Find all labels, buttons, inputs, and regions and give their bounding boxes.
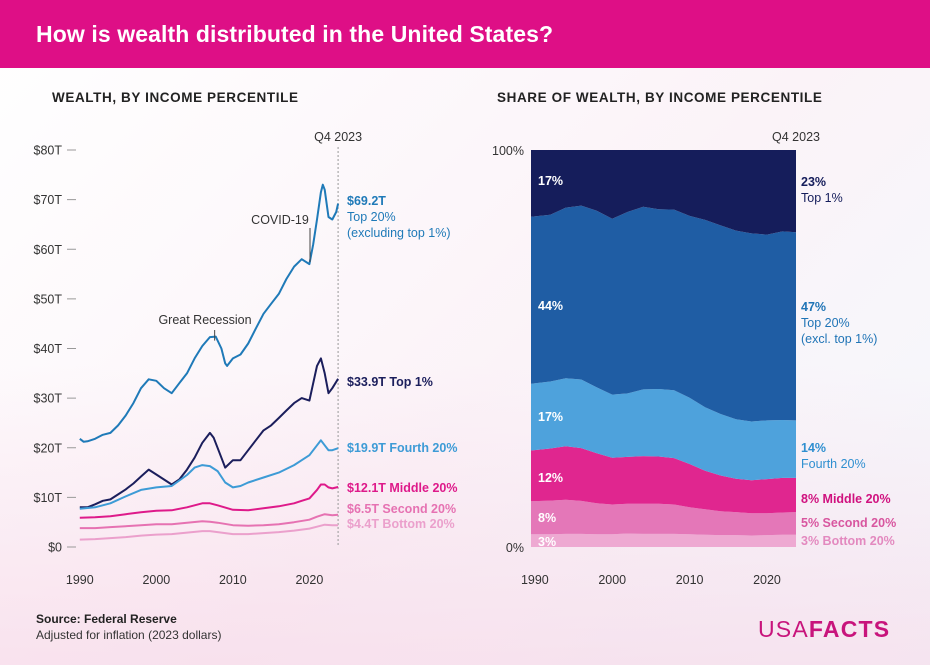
area-end-share-label: (excl. top 1%): [801, 332, 877, 346]
usafacts-logo: USAFACTS: [758, 616, 890, 643]
area-end-share-label: Top 1%: [801, 191, 843, 205]
x-tick-label: 2000: [598, 573, 626, 587]
x-tick-label: 2020: [753, 573, 781, 587]
area-end-share-label: Top 20%: [801, 316, 850, 330]
area-end-share-label: 5% Second 20%: [801, 516, 896, 530]
q4-2023-marker-label: Q4 2023: [772, 130, 820, 144]
area-start-share-label: 17%: [538, 174, 563, 188]
series-line: [79, 183, 340, 443]
area-band: [531, 446, 796, 514]
series-end-label: $12.1T Middle 20%: [347, 481, 457, 495]
page-title: How is wealth distributed in the United …: [36, 21, 554, 47]
area-end-share-label: 8% Middle 20%: [801, 492, 891, 506]
series-line: [79, 357, 339, 509]
area-band: [531, 499, 796, 536]
series-end-label: Top 20%: [347, 210, 396, 224]
area-end-share-label: 23%: [801, 175, 826, 189]
area-band: [531, 378, 796, 481]
area-band: [531, 150, 796, 235]
series-line: [79, 513, 339, 530]
area-end-share-label: Fourth 20%: [801, 457, 866, 471]
series-line: [79, 523, 339, 541]
x-tick-label: 2020: [295, 573, 323, 587]
area-start-share-label: 8%: [538, 511, 556, 525]
y-tick-label: 100%: [492, 144, 524, 158]
adjustment-note: Adjusted for inflation (2023 dollars): [36, 628, 222, 642]
y-tick-label: $0: [48, 541, 62, 555]
annotation-great-recession: Great Recession: [158, 313, 251, 327]
y-tick-label: $50T: [34, 292, 63, 306]
y-tick-label: $30T: [34, 392, 63, 406]
y-tick-label: $40T: [34, 342, 63, 356]
area-start-share-label: 12%: [538, 471, 563, 485]
series-end-label: $6.5T Second 20%: [347, 502, 456, 516]
x-tick-label: 2010: [676, 573, 704, 587]
area-start-share-label: 17%: [538, 410, 563, 424]
q4-2023-marker-label: Q4 2023: [314, 130, 362, 144]
x-tick-label: 2000: [142, 573, 170, 587]
y-tick-label: $10T: [34, 491, 63, 505]
header-banner: How is wealth distributed in the United …: [0, 0, 930, 68]
source-text: Source: Federal Reserve: [36, 612, 177, 626]
area-start-share-label: 3%: [538, 535, 556, 549]
area-start-share-label: 44%: [538, 299, 563, 313]
series-end-label: $69.2T: [347, 194, 386, 208]
left-chart-title: WEALTH, BY INCOME PERCENTILE: [52, 90, 299, 105]
annotation-covid-19: COVID-19: [251, 213, 309, 227]
y-tick-label: $80T: [34, 144, 63, 158]
logo-part-usa: USA: [758, 616, 809, 642]
series-end-label: $33.9T Top 1%: [347, 375, 433, 389]
y-tick-label: $70T: [34, 193, 63, 207]
series-end-label: $19.9T Fourth 20%: [347, 441, 457, 455]
series-line: [79, 483, 339, 519]
y-tick-label: $20T: [34, 441, 63, 455]
area-band: [531, 205, 796, 422]
y-tick-label: 0%: [506, 541, 524, 555]
series-end-label: (excluding top 1%): [347, 226, 451, 240]
y-tick-label: $60T: [34, 243, 63, 257]
x-tick-label: 2010: [219, 573, 247, 587]
area-band: [531, 533, 796, 547]
area-end-share-label: 47%: [801, 300, 826, 314]
area-end-share-label: 3% Bottom 20%: [801, 534, 895, 548]
x-tick-label: 1990: [66, 573, 94, 587]
x-tick-label: 1990: [521, 573, 549, 587]
right-chart-title: SHARE OF WEALTH, BY INCOME PERCENTILE: [497, 90, 823, 105]
series-end-label: $4.4T Bottom 20%: [347, 517, 455, 531]
logo-part-facts: FACTS: [808, 616, 891, 642]
area-end-share-label: 14%: [801, 441, 826, 455]
series-line: [79, 439, 339, 510]
